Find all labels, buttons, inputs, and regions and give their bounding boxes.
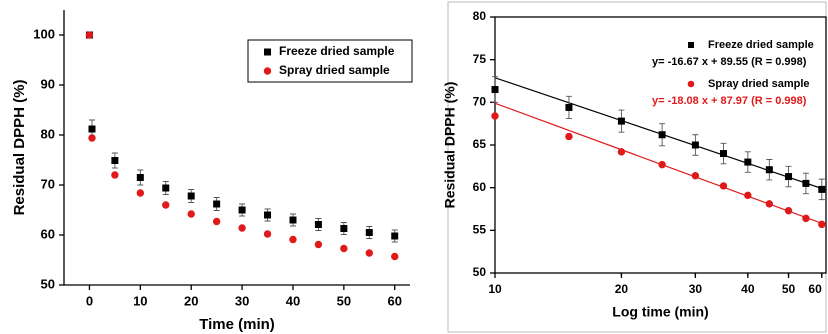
x-tick-label: 40: [286, 293, 300, 308]
marker: [111, 171, 119, 179]
marker: [658, 131, 666, 139]
y-tick-label: 80: [473, 9, 487, 23]
marker: [802, 214, 810, 223]
y-axis-label: Residual DPPH (%): [442, 82, 458, 209]
marker: [264, 211, 272, 219]
y-tick-label: 50: [41, 276, 55, 291]
legend-marker: [688, 42, 694, 48]
y-tick-label: 70: [473, 95, 487, 109]
x-tick-label: 60: [808, 282, 822, 296]
legend-label: Spray dried sample: [708, 78, 810, 90]
marker: [744, 158, 752, 166]
marker: [818, 220, 826, 229]
marker: [238, 206, 246, 214]
marker: [136, 174, 144, 181]
marker: [691, 141, 699, 149]
marker: [88, 125, 96, 133]
y-tick-label: 50: [473, 265, 487, 279]
marker: [238, 224, 246, 232]
marker: [391, 252, 399, 261]
x-tick-label: 10: [488, 282, 502, 296]
blank-patch: [594, 212, 714, 238]
marker: [314, 240, 323, 249]
x-tick-label: 40: [741, 282, 755, 296]
marker: [491, 86, 499, 94]
marker: [162, 201, 170, 209]
y-tick-label: 55: [473, 223, 487, 237]
marker: [802, 179, 810, 187]
y-tick-label: 60: [473, 180, 487, 194]
marker: [744, 191, 752, 200]
marker: [658, 160, 666, 169]
legend-frame: [247, 39, 413, 83]
legend-label: Spray dried sample: [279, 63, 390, 77]
marker: [187, 192, 195, 200]
marker: [85, 31, 94, 39]
marker: [88, 134, 96, 142]
marker: [340, 225, 348, 232]
marker: [111, 157, 119, 164]
marker: [765, 200, 774, 208]
x-tick-label: 60: [388, 293, 402, 308]
marker: [691, 172, 700, 180]
y-tick-label: 70: [41, 176, 55, 191]
marker: [289, 235, 297, 244]
marker: [617, 148, 626, 156]
x-tick-label: 20: [615, 282, 629, 296]
marker: [391, 232, 399, 240]
y-axis-label: Residual DPPH (%): [11, 80, 28, 216]
marker: [187, 210, 195, 218]
x-tick-label: 50: [337, 293, 351, 308]
marker: [263, 230, 272, 238]
y-tick-label: 65: [473, 137, 487, 151]
marker: [340, 244, 348, 253]
marker: [818, 185, 826, 193]
marker: [136, 189, 145, 197]
marker: [314, 221, 322, 228]
x-tick-label: 30: [235, 293, 249, 308]
x-tick-label: 0: [86, 293, 93, 308]
x-tick-label: 20: [184, 293, 198, 308]
marker: [719, 182, 728, 190]
y-tick-label: 90: [41, 76, 55, 91]
y-tick-label: 100: [33, 26, 55, 41]
x-axis-label: Time (min): [199, 316, 275, 333]
legend-label: Freeze dried sample: [708, 39, 814, 51]
marker: [162, 184, 170, 192]
fit-equation: y= -16.67 x + 89.55 (R = 0.998): [652, 56, 807, 68]
fit-equation: y= -18.08 x + 87.97 (R = 0.998): [652, 95, 807, 107]
x-tick-label: 50: [782, 282, 796, 296]
marker: [719, 150, 727, 158]
marker: [784, 207, 793, 215]
marker: [565, 132, 573, 141]
marker: [565, 103, 573, 111]
y-tick-label: 60: [41, 226, 55, 241]
marker: [785, 173, 793, 181]
x-tick-label: 10: [133, 293, 147, 308]
y-tick-label: 75: [473, 52, 487, 66]
marker: [617, 117, 625, 125]
y-tick-label: 80: [41, 126, 55, 141]
marker: [765, 166, 773, 174]
x-axis-label: Log time (min): [612, 304, 708, 320]
legend-marker: [687, 80, 695, 88]
marker: [365, 249, 373, 257]
legend-marker: [264, 48, 271, 56]
marker: [212, 217, 221, 226]
legend-label: Freeze dried sample: [279, 44, 395, 58]
x-tick-label: 30: [689, 282, 703, 296]
legend-marker: [263, 67, 272, 75]
marker: [213, 200, 221, 208]
marker: [365, 229, 373, 236]
marker: [491, 112, 499, 120]
marker: [289, 216, 297, 224]
